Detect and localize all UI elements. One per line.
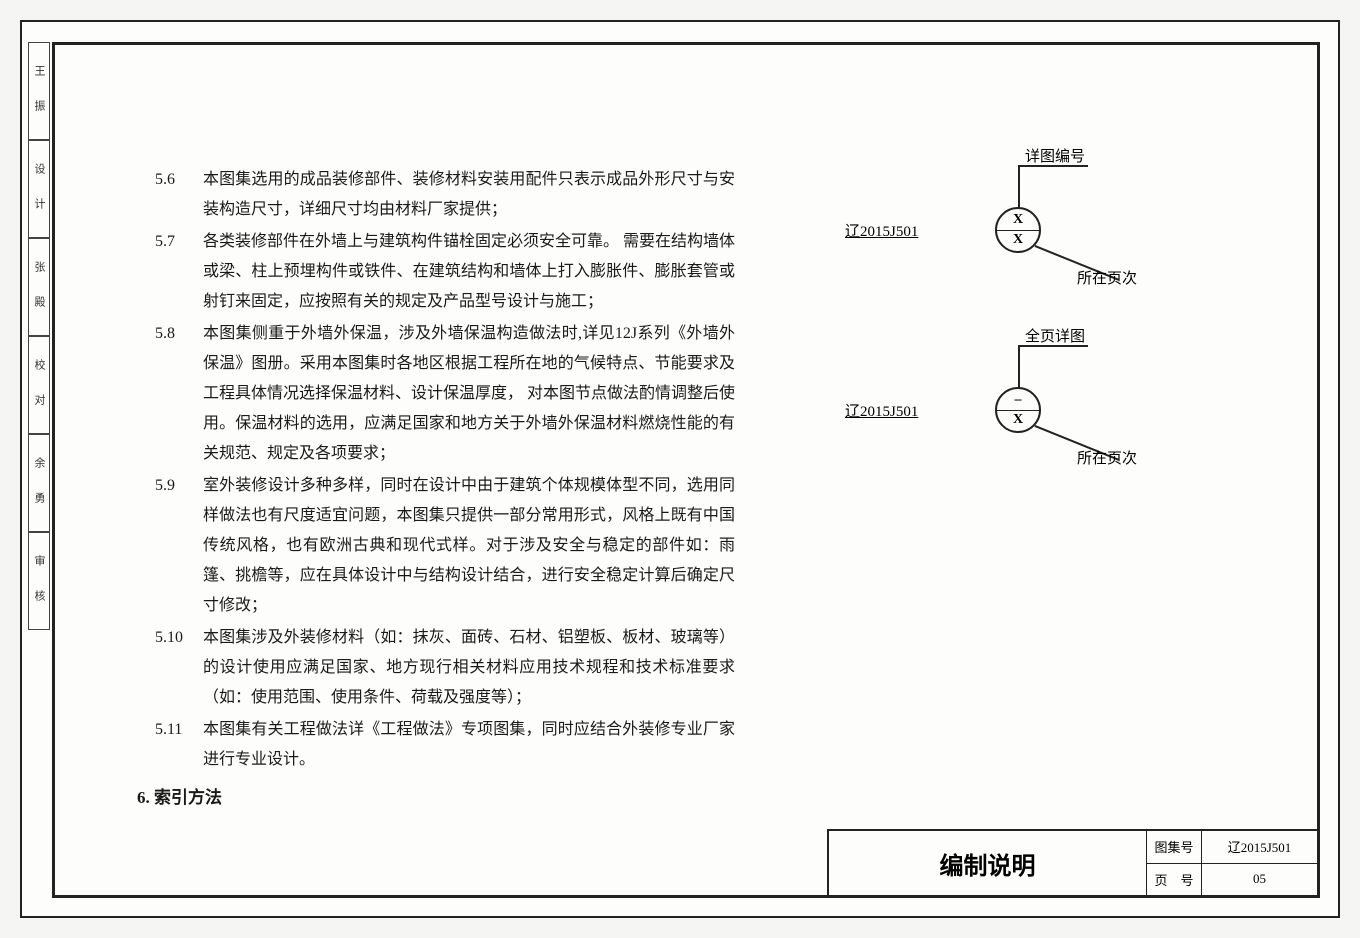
circle-bottom-text: X bbox=[997, 232, 1039, 248]
para-5-9: 5.9 室外装修设计多种多样，同时在设计中由于建筑个体规模体型不同，选用同样做法… bbox=[155, 471, 735, 621]
diagram-label-bottom: 所在页次 bbox=[1077, 447, 1137, 468]
title-block-row: 页 号 05 bbox=[1147, 864, 1317, 896]
circle-top-text: X bbox=[997, 212, 1039, 228]
leader-line bbox=[1018, 345, 1020, 389]
index-symbol-detail: 详图编号 辽2015J501 X X 所在页次 bbox=[815, 165, 1255, 315]
title-block-row: 图集号 辽2015J501 bbox=[1147, 831, 1317, 864]
item-body: 本图集选用的成品装修部件、装修材料安装用配件只表示成品外形尺寸与安装构造尺寸，详… bbox=[203, 165, 735, 225]
leader-line bbox=[1018, 165, 1088, 167]
item-number: 5.9 bbox=[155, 471, 203, 621]
item-number: 5.10 bbox=[155, 623, 203, 713]
para-5-7: 5.7 各类装修部件在外墙上与建筑构件锚栓固定必须安全可靠。 需要在结构墙体或梁… bbox=[155, 227, 735, 317]
title-block-label: 页 号 bbox=[1147, 864, 1202, 896]
para-5-10: 5.10 本图集涉及外装修材料（如：抹灰、面砖、石材、铝塑板、板材、玻璃等）的设… bbox=[155, 623, 735, 713]
side-label: 校 对 bbox=[28, 336, 50, 434]
title-block-value: 05 bbox=[1202, 864, 1317, 896]
item-body: 本图集涉及外装修材料（如：抹灰、面砖、石材、铝塑板、板材、玻璃等）的设计使用应满… bbox=[203, 623, 735, 713]
index-diagram-area: 详图编号 辽2015J501 X X 所在页次 全页详图 辽2015J501 bbox=[815, 165, 1255, 495]
item-body: 本图集有关工程做法详《工程做法》专项图集，同时应结合外装修专业厂家进行专业设计。 bbox=[203, 715, 735, 775]
item-body: 各类装修部件在外墙上与建筑构件锚栓固定必须安全可靠。 需要在结构墙体或梁、柱上预… bbox=[203, 227, 735, 317]
diagram-label-top: 全页详图 bbox=[1025, 325, 1085, 346]
side-label: 张 殿 bbox=[28, 238, 50, 336]
item-number: 5.11 bbox=[155, 715, 203, 775]
para-5-8: 5.8 本图集侧重于外墙外保温，涉及外墙保温构造做法时,详见12J系列《外墙外保… bbox=[155, 319, 735, 469]
circle-divider bbox=[997, 230, 1039, 231]
side-label: 审 核 bbox=[28, 532, 50, 630]
circle-top-text: – bbox=[997, 392, 1039, 408]
side-label: 设 计 bbox=[28, 140, 50, 238]
atlas-code: 辽2015J501 bbox=[845, 220, 918, 241]
item-number: 5.8 bbox=[155, 319, 203, 469]
title-block-label: 图集号 bbox=[1147, 831, 1202, 863]
title-block-meta: 图集号 辽2015J501 页 号 05 bbox=[1147, 831, 1317, 895]
leader-line bbox=[1018, 165, 1020, 209]
main-text-column: 5.6 本图集选用的成品装修部件、装修材料安装用配件只表示成品外形尺寸与安装构造… bbox=[155, 165, 735, 813]
side-label: 余 勇 bbox=[28, 434, 50, 532]
para-5-6: 5.6 本图集选用的成品装修部件、装修材料安装用配件只表示成品外形尺寸与安装构造… bbox=[155, 165, 735, 225]
title-block: 编制说明 图集号 辽2015J501 页 号 05 bbox=[827, 829, 1317, 895]
diagram-label-top: 详图编号 bbox=[1025, 145, 1085, 166]
index-symbol-fullpage: 全页详图 辽2015J501 – X 所在页次 bbox=[815, 345, 1255, 495]
drawing-frame: 5.6 本图集选用的成品装修部件、装修材料安装用配件只表示成品外形尺寸与安装构造… bbox=[52, 42, 1320, 898]
circle-divider bbox=[997, 410, 1039, 411]
para-5-11: 5.11 本图集有关工程做法详《工程做法》专项图集，同时应结合外装修专业厂家进行… bbox=[155, 715, 735, 775]
diagram-label-bottom: 所在页次 bbox=[1077, 267, 1137, 288]
section-6-heading: 6. 索引方法 bbox=[137, 783, 735, 813]
item-number: 5.7 bbox=[155, 227, 203, 317]
title-block-value: 辽2015J501 bbox=[1202, 831, 1317, 863]
item-number: 5.6 bbox=[155, 165, 203, 225]
atlas-code: 辽2015J501 bbox=[845, 400, 918, 421]
circle-bottom-text: X bbox=[997, 412, 1039, 428]
side-label: 王 振 bbox=[28, 42, 50, 140]
item-body: 室外装修设计多种多样，同时在设计中由于建筑个体规模体型不同，选用同样做法也有尺度… bbox=[203, 471, 735, 621]
sheet-title: 编制说明 bbox=[829, 831, 1147, 895]
side-label-strip: 王 振 设 计 张 殿 校 对 余 勇 审 核 bbox=[28, 42, 50, 630]
scanned-page: 王 振 设 计 张 殿 校 对 余 勇 审 核 5.6 本图集选用的成品装修部件… bbox=[20, 20, 1340, 918]
item-body: 本图集侧重于外墙外保温，涉及外墙保温构造做法时,详见12J系列《外墙外保温》图册… bbox=[203, 319, 735, 469]
leader-line bbox=[1018, 345, 1088, 347]
